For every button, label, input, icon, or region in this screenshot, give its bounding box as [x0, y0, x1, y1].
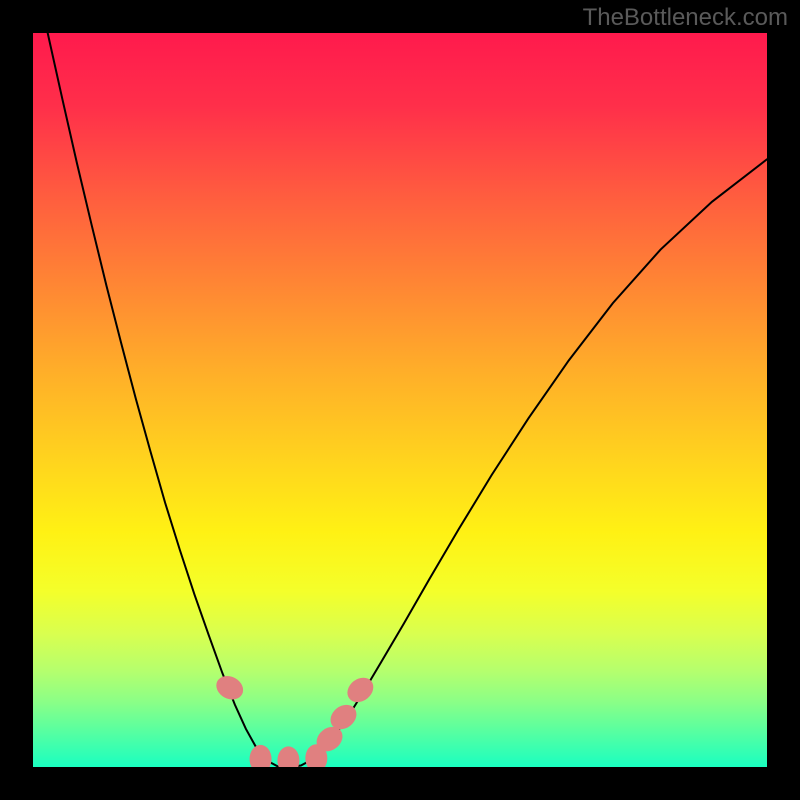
watermark-label: TheBottleneck.com: [583, 4, 788, 32]
curve-marker: [277, 746, 299, 767]
curve-marker: [250, 745, 272, 767]
curve-marker: [212, 671, 247, 704]
chart-stage: TheBottleneck.com: [0, 0, 800, 800]
plot-area: [33, 33, 767, 767]
bottleneck-curve: [48, 33, 767, 767]
curve-layer: [33, 33, 767, 767]
